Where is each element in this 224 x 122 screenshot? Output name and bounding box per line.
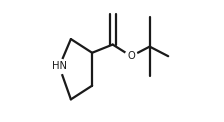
Circle shape (125, 50, 137, 62)
Circle shape (52, 59, 67, 74)
Text: HN: HN (52, 61, 67, 71)
Text: O: O (127, 51, 135, 61)
